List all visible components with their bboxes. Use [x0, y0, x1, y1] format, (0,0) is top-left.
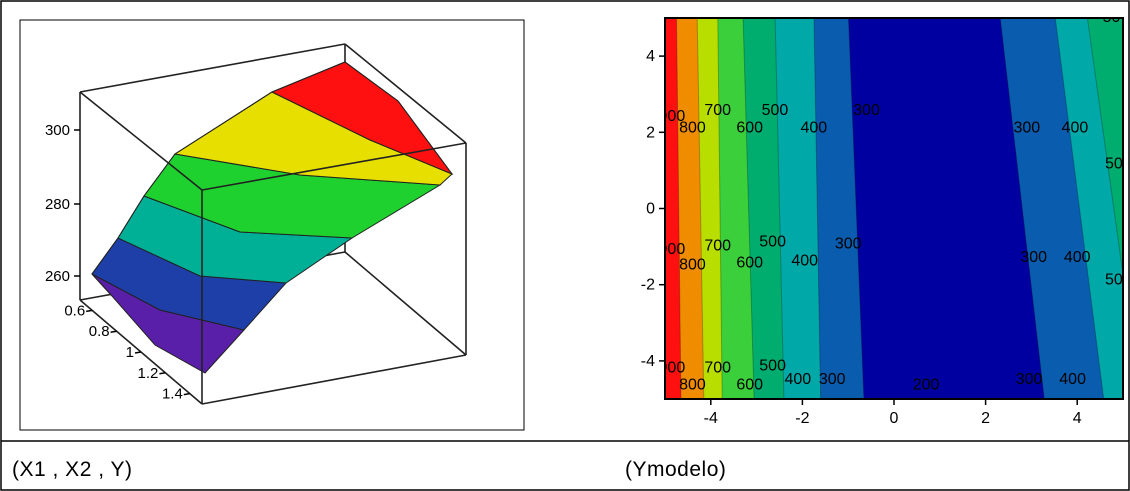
- right-caption: (Ymodelo): [625, 458, 727, 481]
- surface-plot: 260 280 300 0.60.8 11.21.4: [19, 19, 525, 431]
- contour-label: 700: [704, 102, 731, 119]
- contour-line: [848, 18, 865, 399]
- contour-line: [1086, 18, 1123, 279]
- contour-label: 700: [704, 237, 731, 254]
- contour-line: [1054, 18, 1105, 399]
- contour-label: 600: [736, 119, 763, 136]
- contour-label: 400: [1064, 249, 1091, 266]
- contour-label: 50: [1103, 9, 1121, 26]
- contour-line: [742, 18, 755, 399]
- x-tick-label: -4: [704, 410, 718, 427]
- contour-plot: 9008007006005004003003004005050900800700…: [641, 9, 1124, 427]
- contour-label: 900: [659, 108, 686, 125]
- contour-label: 300: [1016, 371, 1043, 388]
- contour-label: 600: [736, 376, 763, 393]
- contour-label: 500: [759, 234, 786, 251]
- box-front-edges: [79, 91, 467, 405]
- contour-line: [696, 18, 705, 399]
- contour-label: 300: [853, 102, 880, 119]
- depth-tick: [183, 392, 190, 396]
- y-tick-label: 4: [646, 48, 655, 65]
- surface-edge: [91, 61, 453, 297]
- y-tick-label: 0: [646, 201, 655, 218]
- contour-band: [1087, 18, 1123, 275]
- contour-label: 300: [819, 371, 846, 388]
- x-tick-label: 0: [890, 410, 899, 427]
- depth-tick: [110, 330, 117, 333]
- depth-tick: [159, 372, 166, 375]
- depth-axis: 0.60.8 11.21.4: [64, 302, 190, 403]
- contour-y-axis: 4 2 0 -2 -4: [641, 48, 665, 370]
- contour-label: 400: [1062, 119, 1089, 136]
- x-tick-label: 4: [1073, 410, 1082, 427]
- depth-tick-label: 1.2: [138, 365, 159, 382]
- contour-label: 500: [762, 102, 789, 119]
- contour-label: 400: [791, 253, 818, 270]
- contour-line: [717, 18, 723, 399]
- contour-label: 50: [1105, 272, 1123, 289]
- contour-bands: [665, 18, 1123, 399]
- x-tick-label: -2: [795, 410, 809, 427]
- z-tick-label: 280: [45, 196, 70, 213]
- contour-band: [665, 18, 681, 399]
- contour-label: 700: [704, 359, 731, 376]
- x-tick-label: 2: [981, 410, 990, 427]
- depth-tick-label: 1.4: [162, 386, 183, 403]
- depth-tick-label: 1: [126, 344, 134, 361]
- contour-label: 500: [759, 357, 786, 374]
- contour-label: 800: [679, 256, 706, 273]
- depth-tick: [86, 309, 93, 313]
- contour-line: [774, 18, 785, 399]
- y-tick-label: 2: [646, 124, 655, 141]
- contour-x-axis: -4 -2 0 2 4: [704, 399, 1082, 427]
- contour-label: 600: [736, 255, 763, 272]
- contour-line: [676, 18, 682, 399]
- contour-label: 300: [1013, 119, 1040, 136]
- contour-label: 900: [659, 359, 686, 376]
- contour-label: 50: [1105, 155, 1123, 172]
- contour-labels: 9008007006005004003003004005050900800700…: [659, 9, 1123, 393]
- contour-label: 300: [835, 236, 862, 253]
- contour-label: 200: [913, 376, 940, 393]
- y-tick-label: -2: [641, 277, 655, 294]
- contour-line: [999, 18, 1045, 399]
- contour-label: 800: [679, 376, 706, 393]
- z-tick-label: 300: [45, 122, 70, 139]
- surface-bands: [91, 61, 454, 374]
- contour-label: 300: [1020, 249, 1047, 266]
- contour-label: 400: [784, 371, 811, 388]
- z-axis: 260 280 300: [45, 122, 80, 285]
- depth-tick: [134, 351, 142, 354]
- contour-label: 900: [659, 241, 686, 258]
- y-tick-label: -4: [641, 353, 655, 370]
- contour-line: [813, 18, 822, 399]
- contour-label: 400: [800, 119, 827, 136]
- depth-tick-label: 0.8: [89, 323, 110, 340]
- contour-label: 400: [1059, 371, 1086, 388]
- z-tick-label: 260: [45, 268, 70, 285]
- contour-label: 800: [679, 119, 706, 136]
- left-caption: (X1 , X2 , Y): [12, 458, 133, 481]
- depth-tick-label: 0.6: [64, 302, 85, 319]
